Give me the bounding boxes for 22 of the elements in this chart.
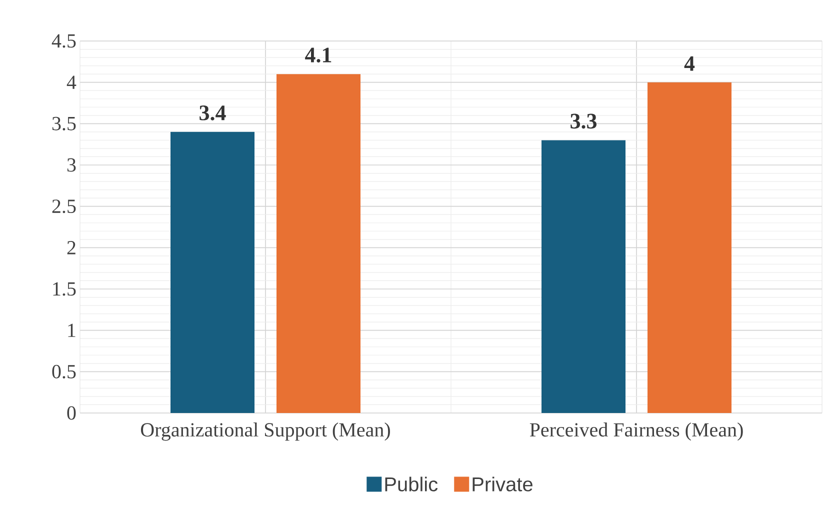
y-tick-label: 1.5 (53, 282, 76, 296)
x-tick-label: Organizational Support (Mean) (140, 422, 390, 441)
y-tick-label: 0.5 (52, 364, 76, 378)
y-tick-label: 0 (67, 406, 76, 420)
y-tick-label: 2.5 (52, 200, 76, 214)
bar (542, 140, 626, 414)
y-tick-label: 3 (67, 158, 76, 172)
data-label: 4.1 (305, 48, 332, 63)
data-label: 3.3 (570, 114, 597, 129)
bar (170, 132, 255, 414)
data-label: 4 (684, 56, 695, 71)
legend-label: Public (385, 476, 438, 492)
y-tick-label: 4 (66, 76, 76, 89)
legend-label: Private (472, 476, 532, 492)
x-tick-label: Perceived Fairness (Mean) (530, 422, 743, 441)
bar (648, 82, 732, 414)
y-tick-label: 1 (68, 324, 76, 337)
y-tick-label: 4.5 (52, 34, 76, 48)
bar (276, 74, 361, 414)
y-tick-label: 2 (67, 241, 76, 254)
data-label: 3.4 (200, 106, 226, 120)
y-tick-label: 3.5 (52, 116, 76, 130)
